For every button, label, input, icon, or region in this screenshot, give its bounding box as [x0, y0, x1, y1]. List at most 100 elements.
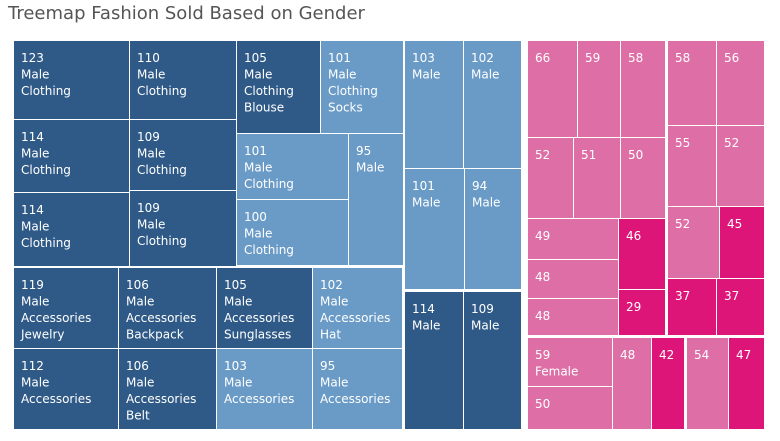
treemap-cell-label: Clothing: [137, 84, 187, 98]
treemap-cell-rect: [578, 41, 620, 137]
treemap-cell-value: 47: [736, 348, 751, 362]
treemap-cell[interactable]: 119 Male Accessories Jewelry: [14, 268, 118, 348]
treemap-cell[interactable]: 109 Male: [464, 292, 521, 429]
treemap-cell[interactable]: 112 Male Accessories: [14, 349, 118, 429]
treemap-cell[interactable]: 45: [720, 207, 764, 278]
treemap-cell-label: Jewelry: [20, 328, 65, 342]
treemap-cell-value: 48: [535, 270, 550, 284]
treemap-cell[interactable]: 123 Male Clothing: [14, 41, 129, 119]
treemap-cell-label: Clothing: [328, 84, 378, 98]
treemap-cell-label: Clothing: [21, 163, 71, 177]
treemap-cell-label: Accessories: [320, 311, 390, 325]
treemap-cell[interactable]: 101 Male Clothing: [237, 134, 348, 199]
treemap-cell[interactable]: 94 Male: [465, 169, 521, 289]
treemap-cell-value: 114: [21, 130, 44, 144]
treemap-cell[interactable]: 109 Male Clothing: [130, 120, 236, 190]
treemap-cell-rect: [321, 41, 403, 133]
treemap-cell[interactable]: 55: [668, 126, 716, 206]
treemap-cell[interactable]: 54: [687, 338, 728, 429]
treemap-cell-label: Male: [126, 295, 154, 309]
treemap-cell-value: 58: [628, 51, 643, 65]
treemap-cell[interactable]: 106 Male Accessories Backpack: [119, 268, 216, 348]
treemap-cell[interactable]: 66: [528, 41, 577, 137]
treemap-cell-label: Accessories: [21, 311, 91, 325]
treemap-cell-label: Clothing: [244, 177, 294, 191]
treemap-cell[interactable]: 58: [668, 41, 716, 125]
treemap-cell-rect: [720, 207, 764, 278]
treemap-cell[interactable]: 37: [717, 279, 764, 335]
treemap-cell[interactable]: 101 Male Clothing Socks: [321, 41, 403, 133]
treemap-cell[interactable]: 59: [578, 41, 620, 137]
treemap-cell[interactable]: 52: [668, 207, 719, 278]
treemap-cell[interactable]: 59 Female: [528, 338, 612, 386]
treemap-cell[interactable]: 48: [528, 260, 618, 298]
treemap-cell[interactable]: 105 Male Clothing Blouse: [237, 41, 320, 133]
treemap-cell[interactable]: 46: [619, 219, 665, 289]
treemap-cell-rect: [237, 41, 320, 133]
treemap-cell-label: Male: [412, 68, 440, 82]
treemap-cell-value: 49: [535, 229, 550, 243]
treemap-cell-value: 52: [675, 217, 690, 231]
treemap-cell-rect: [237, 134, 348, 199]
treemap-cell-rect: [668, 279, 716, 335]
treemap-cell-label: Male: [21, 68, 49, 82]
treemap-cell[interactable]: 102 Male: [464, 41, 521, 168]
treemap-cell[interactable]: 48: [613, 338, 651, 429]
treemap-cell[interactable]: 95 Male Accessories: [313, 349, 402, 429]
treemap-cell-value: 29: [626, 300, 641, 314]
treemap-cell[interactable]: 106 Male Accessories Belt: [119, 349, 216, 429]
treemap-cell-rect: [717, 41, 764, 125]
treemap-cell-rect: [668, 126, 716, 206]
treemap-cell[interactable]: 102 Male Accessories Hat: [313, 268, 402, 348]
treemap-cell-rect: [130, 191, 236, 266]
treemap-cell[interactable]: 101 Male: [405, 169, 464, 289]
treemap-cell[interactable]: 109 Male Clothing: [130, 191, 236, 266]
treemap-cell[interactable]: 48: [528, 299, 618, 335]
treemap-cell[interactable]: 37: [668, 279, 716, 335]
treemap-cell-value: 101: [328, 51, 351, 65]
treemap-cell-label: Male: [471, 68, 499, 82]
treemap-cell[interactable]: 110 Male Clothing: [130, 41, 236, 119]
treemap-cell[interactable]: 103 Male Accessories: [217, 349, 312, 429]
treemap-cell[interactable]: 114 Male Clothing: [14, 193, 129, 266]
treemap-cell-label: Accessories: [21, 392, 91, 406]
treemap-cell-value: 94: [472, 179, 487, 193]
treemap-cell-rect: [574, 138, 620, 218]
treemap-cell[interactable]: 105 Male Accessories Sunglasses: [217, 268, 312, 348]
treemap-cell[interactable]: 95 Male: [349, 134, 403, 265]
treemap-cell[interactable]: 42: [652, 338, 684, 429]
treemap-cell-label: Male: [137, 218, 165, 232]
treemap-cell[interactable]: 52: [528, 138, 573, 218]
treemap-cell-rect: [621, 138, 665, 218]
treemap-cell[interactable]: 50: [528, 387, 612, 429]
treemap-cell[interactable]: 47: [729, 338, 764, 429]
treemap-cell-value: 110: [137, 51, 160, 65]
treemap-cell-label: Male: [328, 68, 356, 82]
treemap-cell-rect: [217, 268, 312, 348]
treemap-cell-label: Male: [244, 161, 272, 175]
treemap-cell-label: Male: [21, 376, 49, 390]
treemap-cell-label: Male: [137, 68, 165, 82]
treemap-cell-value: 109: [471, 302, 494, 316]
treemap-cell[interactable]: 29: [619, 290, 665, 335]
treemap-cell[interactable]: 100 Male Clothing: [237, 200, 348, 265]
treemap-cell[interactable]: 114 Male Clothing: [14, 120, 129, 192]
treemap-cell[interactable]: 51: [574, 138, 620, 218]
treemap-cell[interactable]: 103 Male: [405, 41, 463, 168]
treemap-cell[interactable]: 50: [621, 138, 665, 218]
treemap-cell-rect: [528, 260, 618, 298]
treemap-cell[interactable]: 52: [717, 126, 764, 206]
treemap-cell-label: Blouse: [244, 101, 284, 115]
treemap-cell-value: 95: [356, 144, 371, 158]
treemap-cell[interactable]: 114 Male: [405, 292, 463, 429]
treemap-cell-value: 105: [224, 278, 247, 292]
treemap-cell[interactable]: 49: [528, 219, 618, 259]
treemap-cell-label: Clothing: [21, 236, 71, 250]
treemap-cell-label: Male: [224, 295, 252, 309]
treemap-cell[interactable]: 56: [717, 41, 764, 125]
treemap-cell-label: Clothing: [244, 243, 294, 257]
treemap-cell-rect: [528, 387, 612, 429]
treemap-cell[interactable]: 58: [621, 41, 665, 137]
treemap-cell-value: 51: [581, 148, 596, 162]
